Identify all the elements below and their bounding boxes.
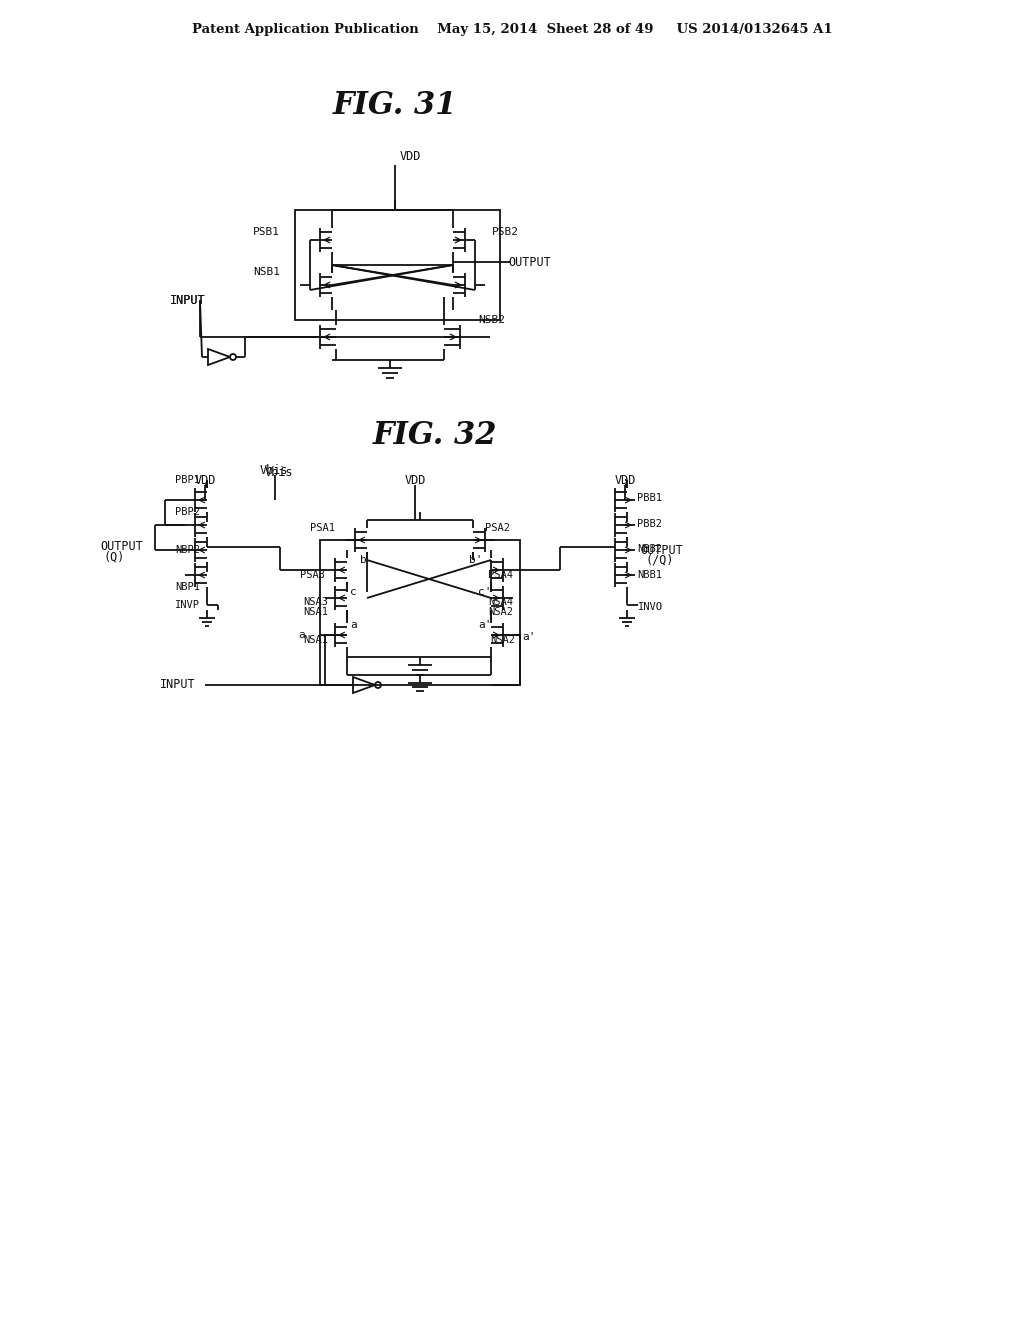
Text: PBB1: PBB1 xyxy=(637,492,662,503)
Bar xyxy=(319,540,520,685)
Text: NSA4: NSA4 xyxy=(488,597,513,607)
Text: a: a xyxy=(350,620,356,630)
Circle shape xyxy=(230,354,236,360)
Text: a: a xyxy=(298,630,305,640)
Text: INVP: INVP xyxy=(175,601,200,610)
Text: OUTPUT: OUTPUT xyxy=(640,544,683,557)
Text: b': b' xyxy=(469,554,482,565)
Text: FIG. 32: FIG. 32 xyxy=(373,420,498,450)
Text: FIG. 31: FIG. 31 xyxy=(333,90,458,120)
Text: a': a' xyxy=(478,620,492,630)
Text: INVO: INVO xyxy=(638,602,663,612)
Text: PSB1: PSB1 xyxy=(253,227,280,238)
Text: NSA3: NSA3 xyxy=(303,597,328,607)
Text: a': a' xyxy=(522,632,536,642)
Text: NSA1: NSA1 xyxy=(303,635,328,645)
Text: Vbis: Vbis xyxy=(260,463,289,477)
Text: INPUT: INPUT xyxy=(170,293,206,306)
Polygon shape xyxy=(353,677,375,693)
Text: PSA4: PSA4 xyxy=(488,570,513,579)
Text: Vbis: Vbis xyxy=(265,466,294,479)
Text: (Q): (Q) xyxy=(103,550,124,564)
Text: c: c xyxy=(350,587,356,597)
Text: NSB1: NSB1 xyxy=(253,267,280,277)
Text: PSB2: PSB2 xyxy=(492,227,519,238)
Text: OUTPUT: OUTPUT xyxy=(508,256,551,268)
Text: NBB2: NBB2 xyxy=(637,544,662,554)
Text: b: b xyxy=(359,554,367,565)
Text: c': c' xyxy=(478,587,492,597)
Text: VDD: VDD xyxy=(406,474,426,487)
Text: PBB2: PBB2 xyxy=(637,519,662,529)
Text: INPUT: INPUT xyxy=(160,678,196,692)
Text: (/Q): (/Q) xyxy=(645,553,674,566)
Text: PBP2: PBP2 xyxy=(175,507,200,517)
Text: Patent Application Publication    May 15, 2014  Sheet 28 of 49     US 2014/01326: Patent Application Publication May 15, 2… xyxy=(191,24,833,37)
Text: NBB1: NBB1 xyxy=(637,570,662,579)
Text: OUTPUT: OUTPUT xyxy=(100,540,142,553)
Text: NBP2: NBP2 xyxy=(175,545,200,554)
Text: VDD: VDD xyxy=(195,474,216,487)
Text: PBP1: PBP1 xyxy=(175,475,200,484)
Bar xyxy=(295,210,500,319)
Text: PSA2: PSA2 xyxy=(485,523,510,533)
Text: NBP1: NBP1 xyxy=(175,582,200,591)
Text: PSA3: PSA3 xyxy=(300,570,325,579)
Text: VDD: VDD xyxy=(400,150,421,164)
Circle shape xyxy=(375,682,381,688)
Text: NSB2: NSB2 xyxy=(478,315,505,325)
Text: PSA1: PSA1 xyxy=(310,523,335,533)
Text: NSA2: NSA2 xyxy=(488,607,513,616)
Text: NSA1: NSA1 xyxy=(303,607,328,616)
Text: INPUT: INPUT xyxy=(170,293,206,306)
Text: VDD: VDD xyxy=(615,474,636,487)
Text: NSA2: NSA2 xyxy=(490,635,515,645)
Polygon shape xyxy=(208,348,230,366)
